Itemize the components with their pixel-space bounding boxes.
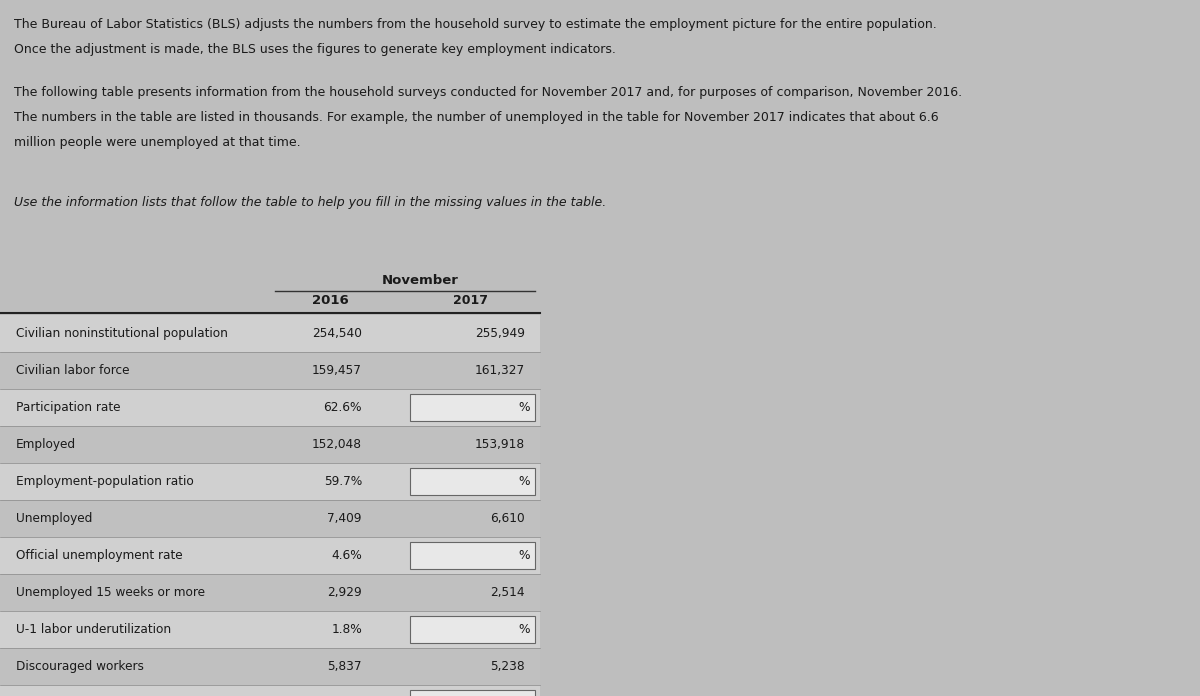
Text: 7,409: 7,409: [328, 512, 362, 525]
Bar: [0, 685, 540, 696]
Bar: [0, 537, 540, 574]
Text: %: %: [518, 401, 530, 414]
Text: November: November: [382, 274, 458, 287]
Text: Civilian labor force: Civilian labor force: [16, 364, 130, 377]
Text: 153,918: 153,918: [475, 438, 526, 451]
Text: 6,610: 6,610: [491, 512, 526, 525]
Text: 161,327: 161,327: [475, 364, 526, 377]
Bar: [0, 648, 540, 685]
Text: %: %: [518, 549, 530, 562]
Text: 5,837: 5,837: [328, 660, 362, 673]
Text: 59.7%: 59.7%: [324, 475, 362, 488]
Text: Unemployed: Unemployed: [16, 512, 92, 525]
Text: 255,949: 255,949: [475, 327, 526, 340]
Bar: [410, 616, 535, 643]
Text: 159,457: 159,457: [312, 364, 362, 377]
Text: 62.6%: 62.6%: [324, 401, 362, 414]
Text: 2017: 2017: [452, 294, 487, 307]
Bar: [0, 389, 540, 426]
Text: The Bureau of Labor Statistics (BLS) adjusts the numbers from the household surv: The Bureau of Labor Statistics (BLS) adj…: [14, 18, 937, 31]
Bar: [410, 394, 535, 421]
Bar: [0, 611, 540, 648]
Text: Use the information lists that follow the table to help you fill in the missing : Use the information lists that follow th…: [14, 196, 606, 209]
Text: 254,540: 254,540: [312, 327, 362, 340]
Bar: [410, 542, 535, 569]
Bar: [410, 690, 535, 696]
Bar: [0, 352, 540, 389]
Text: 2,929: 2,929: [328, 586, 362, 599]
Bar: [0, 463, 540, 500]
Text: %: %: [518, 623, 530, 636]
Text: 152,048: 152,048: [312, 438, 362, 451]
Text: million people were unemployed at that time.: million people were unemployed at that t…: [14, 136, 301, 149]
Text: Civilian noninstitutional population: Civilian noninstitutional population: [16, 327, 228, 340]
Bar: [0, 500, 540, 537]
Text: %: %: [518, 475, 530, 488]
Bar: [0, 574, 540, 611]
Bar: [0, 315, 540, 352]
Text: Unemployed 15 weeks or more: Unemployed 15 weeks or more: [16, 586, 205, 599]
Text: Participation rate: Participation rate: [16, 401, 120, 414]
Text: Once the adjustment is made, the BLS uses the figures to generate key employment: Once the adjustment is made, the BLS use…: [14, 43, 616, 56]
Text: 1.8%: 1.8%: [331, 623, 362, 636]
Text: Employed: Employed: [16, 438, 76, 451]
Text: Discouraged workers: Discouraged workers: [16, 660, 144, 673]
Text: The following table presents information from the household surveys conducted fo: The following table presents information…: [14, 86, 962, 99]
Text: The numbers in the table are listed in thousands. For example, the number of une: The numbers in the table are listed in t…: [14, 111, 938, 124]
Bar: [410, 468, 535, 495]
Text: 2,514: 2,514: [491, 586, 526, 599]
Text: 4.6%: 4.6%: [331, 549, 362, 562]
Text: 2016: 2016: [312, 294, 348, 307]
Text: U-1 labor underutilization: U-1 labor underutilization: [16, 623, 172, 636]
Text: 5,238: 5,238: [491, 660, 526, 673]
Bar: [0, 426, 540, 463]
Text: Employment-population ratio: Employment-population ratio: [16, 475, 193, 488]
Text: Official unemployment rate: Official unemployment rate: [16, 549, 182, 562]
